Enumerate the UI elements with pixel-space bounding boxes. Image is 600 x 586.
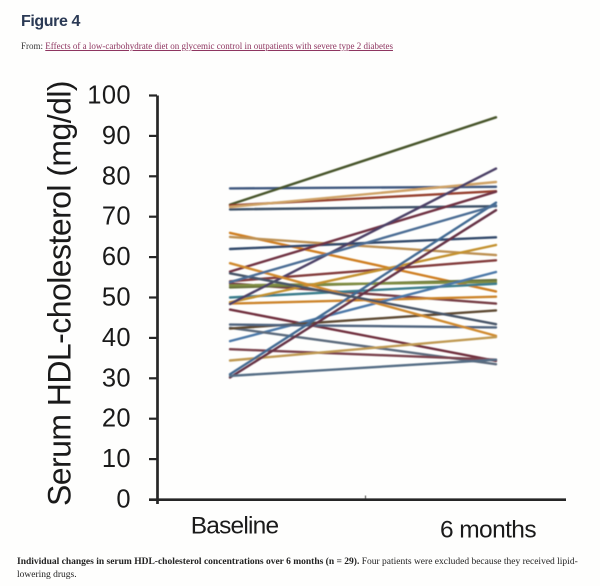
svg-text:6 months: 6 months [440,517,536,544]
svg-text:Baseline: Baseline [191,513,279,540]
svg-text:80: 80 [102,162,131,190]
svg-text:50: 50 [102,284,131,312]
svg-text:100: 100 [87,82,131,110]
svg-text:10: 10 [102,445,131,473]
svg-text:40: 40 [102,324,131,352]
svg-text:Serum HDL-cholesterol (mg/dl): Serum HDL-cholesterol (mg/dl) [42,81,78,506]
svg-text:30: 30 [102,364,131,392]
svg-text:90: 90 [102,122,131,150]
svg-text:0: 0 [116,486,131,514]
svg-text:70: 70 [102,203,131,231]
svg-text:20: 20 [102,405,131,433]
svg-text:60: 60 [102,243,131,271]
